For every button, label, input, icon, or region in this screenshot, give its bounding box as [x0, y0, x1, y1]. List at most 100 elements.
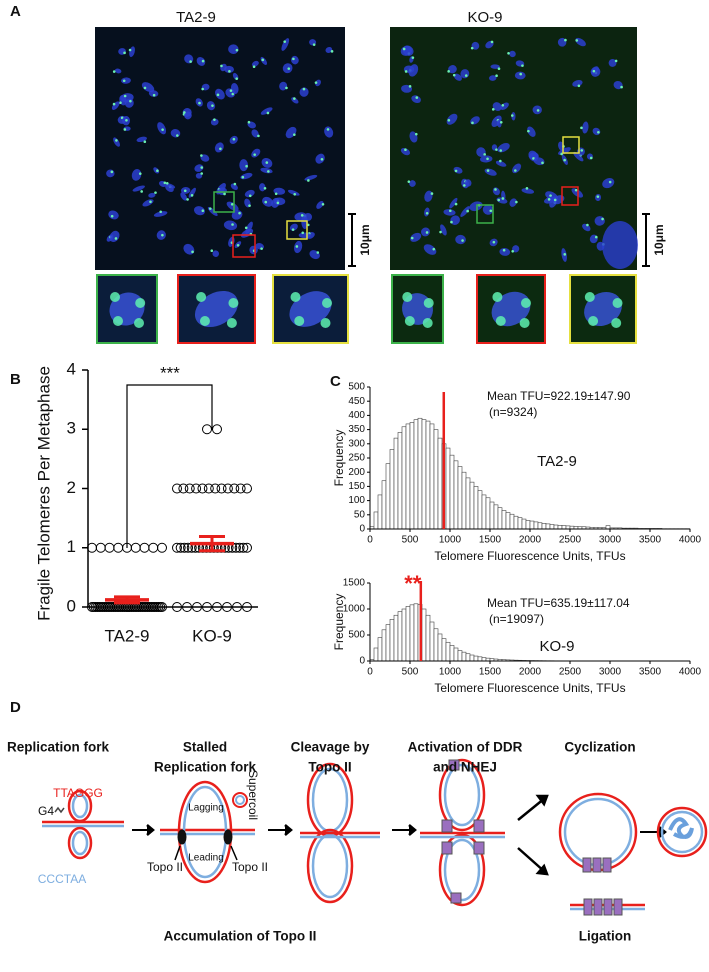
inset-spot — [519, 318, 530, 328]
chromosome — [260, 167, 273, 174]
histogram-bar — [429, 621, 435, 662]
telomere-spot — [176, 134, 179, 137]
data-point — [234, 542, 245, 553]
telomere-spot — [312, 43, 316, 46]
inset-spot — [520, 298, 531, 308]
telomere-spot — [536, 109, 540, 112]
chromosome — [239, 159, 249, 172]
telomere-spot — [575, 39, 579, 42]
y-tick-label: 50 — [354, 509, 366, 520]
y-tick-label: 450 — [348, 396, 365, 407]
telomere-spot — [235, 48, 239, 52]
histogram-bar — [433, 429, 439, 530]
telomere-spot — [596, 195, 600, 198]
data-point — [229, 483, 240, 494]
telomere-spot — [123, 51, 126, 55]
telomere-spot — [143, 140, 147, 144]
telomere-spot — [189, 60, 192, 63]
y-tick-label: 350 — [348, 424, 365, 435]
series-label: KO-9 — [539, 638, 574, 655]
inset-spot — [322, 298, 332, 308]
histogram-bar — [425, 420, 431, 530]
telomere-spot — [252, 65, 256, 69]
data-point — [191, 483, 202, 494]
telomere-spot — [549, 194, 552, 197]
histogram-bar — [533, 521, 539, 530]
chromosome — [469, 201, 483, 212]
inset-spot — [290, 292, 301, 302]
chromosome — [244, 189, 255, 198]
histogram-bar — [385, 624, 391, 662]
diagram — [42, 758, 708, 916]
histogram-bar — [425, 614, 431, 662]
telomere-spot — [149, 200, 152, 204]
y-axis-label: Frequency — [332, 430, 346, 487]
histogram-bar — [445, 447, 451, 530]
x-tick-label: 2500 — [559, 667, 582, 678]
chromosome — [409, 180, 416, 187]
chromosome — [464, 179, 472, 187]
x-tick-label: 1000 — [439, 667, 462, 678]
telomere-spot — [276, 201, 280, 205]
chromosome — [582, 121, 589, 134]
telomere-spot — [601, 217, 604, 221]
inset-spot — [228, 298, 239, 308]
telomere-spot — [201, 209, 205, 212]
histogram-bar — [381, 480, 387, 530]
chromosome — [289, 223, 298, 231]
histogram-bar — [485, 497, 491, 530]
x-axis-label: Telomere Fluorescence Units, TFUs — [434, 681, 625, 695]
telomere-spot — [216, 93, 220, 97]
data-point — [184, 483, 195, 494]
telomere-spot — [228, 70, 231, 73]
y-tick-label: 100 — [348, 495, 365, 506]
histogram-bar — [501, 510, 507, 530]
telomere-spot — [580, 126, 583, 130]
x-tick-label: 4000 — [679, 535, 702, 546]
histogram-bar — [437, 633, 443, 662]
histogram-bar — [505, 512, 511, 530]
telomere-spot — [261, 58, 265, 62]
chromosome — [212, 250, 219, 257]
chromosome — [153, 211, 168, 217]
histogram-bar — [381, 629, 387, 662]
telomere-spot — [471, 121, 474, 125]
telomere-spot — [229, 89, 233, 92]
telomere-spot — [163, 181, 167, 185]
chromosome — [400, 147, 411, 156]
telomere-spot — [274, 192, 278, 196]
telomere-spot — [119, 101, 122, 105]
chromosome — [193, 206, 206, 216]
telomere-spot — [248, 204, 251, 207]
histogram-bar — [373, 647, 379, 662]
histogram-bar — [397, 611, 403, 662]
chromosome — [148, 90, 159, 97]
telomere-spot — [507, 52, 510, 55]
y-tick-label: 1500 — [343, 578, 366, 589]
telomere-spot — [112, 70, 116, 73]
data-point — [182, 602, 192, 612]
telomere-spot — [425, 231, 429, 234]
telomere-spot — [490, 40, 494, 44]
y-tick-label: 1 — [67, 537, 76, 556]
step-title: Cleavage by — [291, 740, 370, 755]
x-tick-label: TA2-9 — [104, 626, 149, 645]
diagram-label: TTAGGG — [53, 786, 103, 800]
telomere-spot — [563, 253, 567, 256]
y-tick-label: 0 — [359, 524, 365, 535]
telomere-spot — [161, 128, 164, 131]
telomere-spot — [138, 172, 142, 175]
telomere-spot — [407, 180, 411, 183]
x-tick-label: 1500 — [479, 535, 502, 546]
telomere-spot — [285, 86, 288, 90]
telomere-spot — [291, 228, 295, 231]
chromosome — [184, 111, 192, 120]
telomere-spot — [154, 191, 157, 194]
telomere-spot — [266, 111, 270, 115]
histogram-bar — [561, 525, 567, 530]
telomere-spot — [541, 161, 544, 165]
telomere-spot — [293, 192, 297, 196]
telomere-spot — [464, 74, 468, 77]
histogram-bar — [429, 423, 435, 530]
histogram-bar — [461, 651, 467, 662]
